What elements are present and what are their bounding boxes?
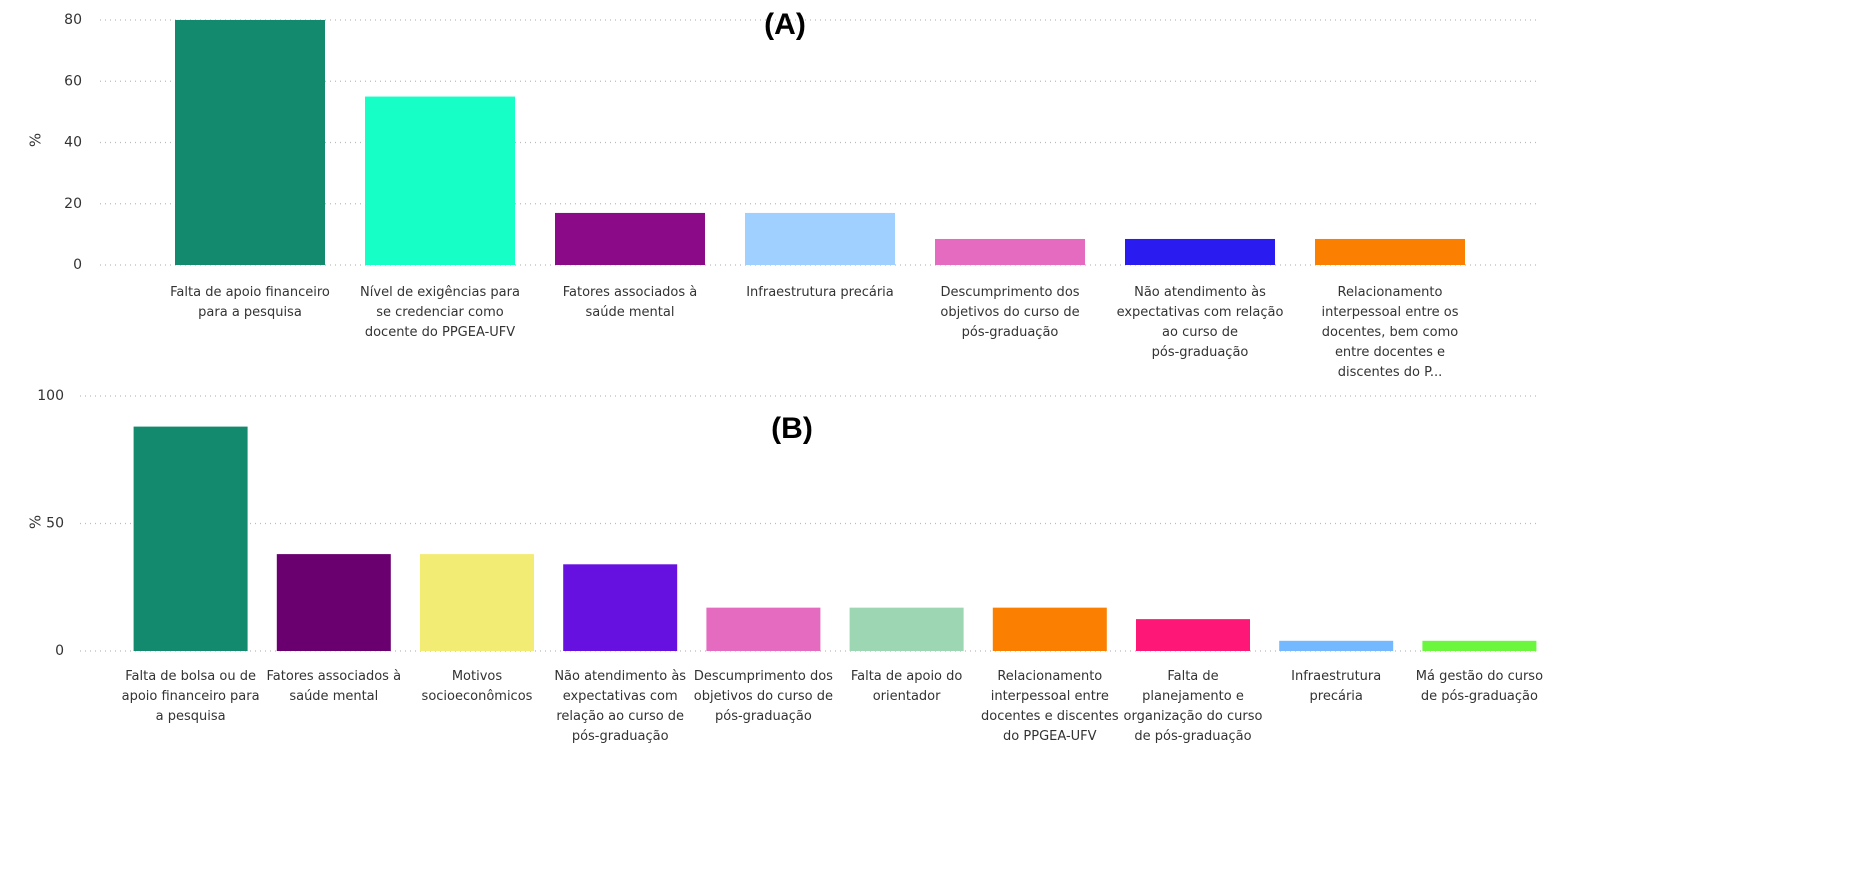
label-line: Não atendimento às (1134, 285, 1266, 300)
x-tick-label: Má gestão do curso de pós-graduação (1416, 669, 1543, 704)
label-line: pós-graduação (715, 709, 812, 724)
x-tick-label: Não atendimento às expectativas com relaçã… (554, 669, 686, 744)
x-tick-label: Relacionamento interpessoal entre os docen… (1321, 285, 1458, 380)
x-tick-label: Infraestrutura precária (746, 285, 894, 300)
label-line: pós-graduação (962, 325, 1059, 340)
chart-title: (A) (764, 8, 806, 41)
label-line: Relacionamento (997, 669, 1102, 684)
label-line: de pós-graduação (1134, 729, 1251, 744)
label-line: Descumprimento dos (940, 285, 1079, 300)
y-tick-label: 60 (64, 73, 82, 89)
x-tick-label: Não atendimento às expectativas com relaç… (1117, 285, 1284, 360)
label-line: Falta de apoio financeiro (170, 285, 330, 300)
x-tick-label: Infraestrutura precária (1291, 669, 1381, 704)
bar (1422, 640, 1537, 651)
x-tick-label: Motivos socioeconômicos (422, 669, 533, 704)
x-tick-label: Falta de apoio do orientador (851, 669, 963, 704)
label-line: Falta de (1167, 669, 1218, 684)
bar (1136, 619, 1250, 651)
bar (1315, 238, 1465, 265)
label-line: a pesquisa (156, 709, 226, 724)
label-line: orientador (873, 689, 941, 704)
bar (935, 238, 1085, 265)
bar (745, 212, 895, 265)
label-line: docentes, bem como (1322, 325, 1459, 340)
label-line: Má gestão do curso (1416, 669, 1543, 684)
label-line: expectativas com (563, 689, 678, 704)
x-tick-label: Relacionamento interpessoal entre docentes… (981, 669, 1119, 744)
bar (175, 20, 325, 265)
label-line: apoio financeiro para (122, 689, 260, 704)
y-tick-label: 50 (46, 516, 64, 532)
x-tick-label: Falta de apoio financeiro para a pesquisa (170, 285, 330, 320)
y-tick-label: 40 (64, 135, 82, 151)
bar (555, 212, 705, 265)
label-line: Fatores associados à (267, 669, 402, 684)
chart-title: (B) (771, 412, 813, 445)
label-line: docentes e discentes (981, 709, 1119, 724)
label-line: objetivos do curso de (940, 305, 1079, 320)
label-line: discentes do P... (1338, 365, 1443, 380)
y-tick-label: 20 (64, 196, 82, 212)
label-line: docente do PPGEA-UFV (365, 325, 515, 340)
bar (365, 96, 515, 265)
label-line: pós-graduação (572, 729, 669, 744)
bar (276, 554, 391, 651)
x-tick-label: Descumprimento dos objetivos do curso de p… (694, 669, 833, 724)
label-line: pós-graduação (1152, 345, 1249, 360)
bar (706, 607, 821, 651)
label-line: para a pesquisa (198, 305, 302, 320)
bar (1125, 238, 1275, 265)
label-line: Fatores associados à (563, 285, 698, 300)
x-tick-label: Fatores associados à saúde mental (563, 285, 698, 320)
bar (133, 426, 248, 651)
label-line: Infraestrutura (1291, 669, 1381, 684)
label-line: ao curso de (1162, 325, 1238, 340)
label-line: socioeconômicos (422, 689, 533, 704)
y-tick-label: 0 (55, 643, 64, 659)
label-line: organização do curso (1124, 709, 1263, 724)
label-line: precária (1310, 689, 1363, 704)
label-line: do PPGEA-UFV (1003, 729, 1097, 744)
label-line: saúde mental (586, 305, 675, 320)
label-line: relação ao curso de (556, 709, 684, 724)
label-line: interpessoal entre os (1321, 305, 1458, 320)
x-tick-label: Nível de exigências para se credenciar co… (360, 285, 520, 340)
x-tick-label: Descumprimento dos objetivos do curso de p… (940, 285, 1079, 340)
y-axis-label: % (27, 515, 45, 529)
label-line: entre docentes e (1335, 345, 1445, 360)
y-tick-label: 80 (64, 12, 82, 28)
bar (849, 607, 964, 651)
label-line: Infraestrutura precária (746, 285, 894, 300)
bar (992, 607, 1107, 651)
bar (420, 554, 534, 651)
label-line: saúde mental (289, 689, 378, 704)
label-line: expectativas com relação (1117, 305, 1284, 320)
y-axis-label: % (27, 133, 45, 147)
label-line: Motivos (452, 669, 503, 684)
label-line: de pós-graduação (1421, 689, 1538, 704)
label-line: Falta de bolsa ou de (125, 669, 256, 684)
x-tick-label: Falta de planejamento e organização do cur… (1124, 669, 1263, 744)
label-line: objetivos do curso de (694, 689, 833, 704)
bar (1279, 640, 1394, 651)
label-line: interpessoal entre (991, 689, 1109, 704)
x-tick-label: Falta de bolsa ou de apoio financeiro par… (122, 669, 260, 724)
y-tick-label: 100 (37, 388, 64, 404)
label-line: Não atendimento às (554, 669, 686, 684)
label-line: Descumprimento dos (694, 669, 833, 684)
x-tick-label: Fatores associados à saúde mental (267, 669, 402, 704)
label-line: Falta de apoio do (851, 669, 963, 684)
label-line: Relacionamento (1338, 285, 1443, 300)
bar (563, 564, 678, 651)
label-line: Nível de exigências para (360, 285, 520, 300)
label-line: planejamento e (1142, 689, 1244, 704)
y-tick-label: 0 (73, 257, 82, 273)
label-line: se credenciar como (376, 305, 504, 320)
